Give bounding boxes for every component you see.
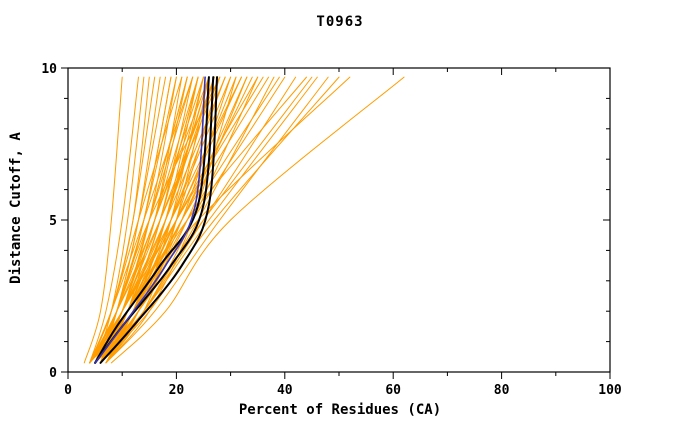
model-curve [105, 76, 275, 364]
model-curve [94, 76, 210, 364]
model-curve [94, 76, 145, 364]
model-curve [94, 76, 206, 364]
model-curve [89, 76, 204, 364]
series-reference-model-blue [94, 76, 206, 364]
x-tick-label: 80 [494, 383, 510, 398]
model-curve [89, 76, 194, 364]
model-curve [105, 76, 210, 364]
y-tick-label: 10 [41, 62, 57, 77]
model-curve [100, 76, 215, 364]
model-curve [100, 76, 161, 364]
model-curve [105, 76, 329, 364]
x-tick-label: 60 [385, 383, 401, 398]
model-curve [83, 76, 123, 364]
model-curve [94, 76, 194, 364]
x-tick-label: 0 [64, 383, 72, 398]
model-curve [89, 76, 150, 364]
curves-layer [83, 76, 405, 364]
x-tick-label: 40 [277, 383, 293, 398]
model-curve [99, 76, 219, 364]
chart-title: T0963 [316, 14, 364, 30]
model-curve [89, 76, 242, 364]
model-curve [94, 76, 177, 364]
y-tick-label: 0 [49, 366, 57, 381]
x-axis-label: Percent of Residues (CA) [238, 402, 442, 418]
model-curve [89, 76, 204, 364]
model-curve [110, 76, 405, 364]
model-curve [89, 76, 172, 364]
tick-labels: 0 20 40 60 80 100 0 5 10 [41, 62, 622, 398]
model-curve [89, 76, 172, 364]
axis-ticks [61, 67, 611, 379]
model-curve [89, 76, 139, 364]
x-tick-label: 20 [169, 383, 185, 398]
series-predicted-models-other [83, 76, 405, 364]
model-curve [100, 76, 204, 364]
model-curve [94, 76, 318, 364]
model-curve [105, 76, 248, 364]
y-tick-label: 5 [49, 214, 57, 229]
x-tick-label: 100 [598, 383, 622, 398]
model-curve [94, 76, 226, 364]
